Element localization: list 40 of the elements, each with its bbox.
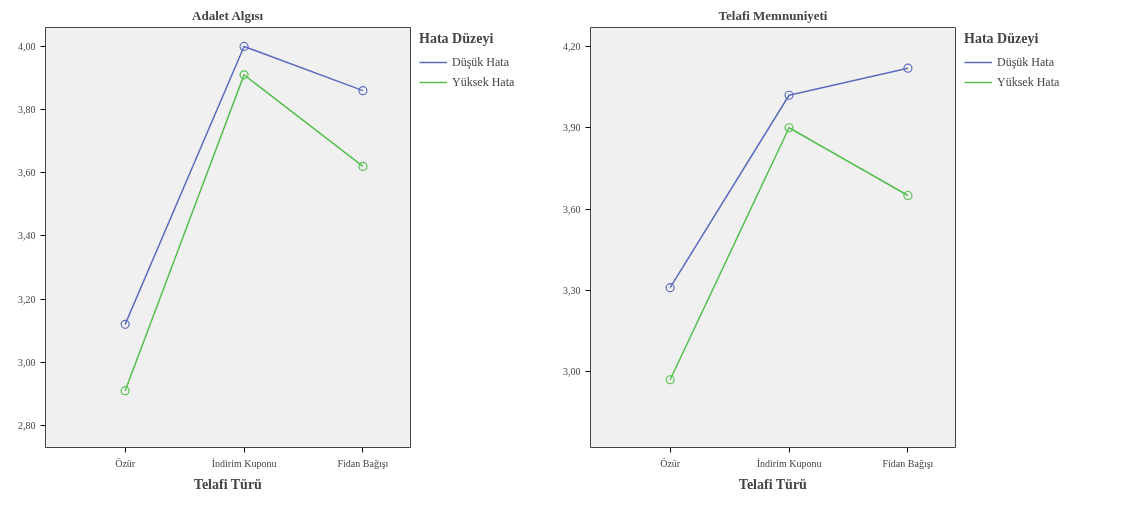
point — [665, 283, 675, 293]
y-tick-label: 4,00 — [18, 40, 36, 52]
point — [239, 70, 249, 80]
point — [358, 161, 368, 172]
legend-label: Yüksek Hata — [997, 74, 1060, 90]
x-axis-title: Telafi Türü — [738, 476, 808, 492]
point — [665, 375, 675, 385]
legend-title: Hata Düzeyi — [419, 31, 495, 47]
chart-title: Telafi Memnuniyeti — [718, 7, 828, 23]
legend-label: Düşük Hata — [997, 54, 1054, 70]
chart-title: Adalet Algısı — [192, 7, 264, 23]
y-tick-label: 3,60 — [18, 167, 36, 179]
x-axis-title: Telafi Türü — [193, 476, 263, 492]
point — [120, 386, 130, 396]
y-tick-label: 3,80 — [18, 104, 36, 116]
y-tick-label: 3,00 — [18, 356, 36, 368]
point — [358, 86, 368, 96]
x-tick-label: Fidan Bağışı — [882, 457, 934, 469]
y-tick-label: 4,20 — [563, 40, 581, 52]
y-tick-label: 3,00 — [563, 366, 581, 378]
y-tick-label: 3,60 — [563, 203, 581, 215]
y-tick-label: 2,80 — [18, 419, 36, 431]
point — [120, 319, 130, 329]
y-tick-label: 3,20 — [18, 293, 36, 305]
x-tick-label: Özür — [115, 457, 136, 469]
y-tick-label: 3,90 — [563, 122, 581, 134]
y-tick-label: 3,30 — [563, 284, 581, 296]
y-tick-label: 3,40 — [18, 230, 36, 242]
legend-label: Yüksek Hata — [452, 74, 515, 90]
x-tick-label: İndirim Kuponu — [756, 457, 822, 469]
point — [784, 90, 794, 100]
x-tick-label: İndirim Kuponu — [211, 457, 277, 469]
point — [903, 190, 913, 201]
x-tick-label: Özür — [660, 457, 681, 469]
point — [903, 63, 913, 73]
legend-title: Hata Düzeyi — [964, 31, 1040, 47]
point — [239, 41, 249, 52]
point — [784, 123, 794, 133]
x-tick-label: Fidan Bağışı — [337, 457, 389, 469]
legend-label: Düşük Hata — [452, 54, 509, 70]
